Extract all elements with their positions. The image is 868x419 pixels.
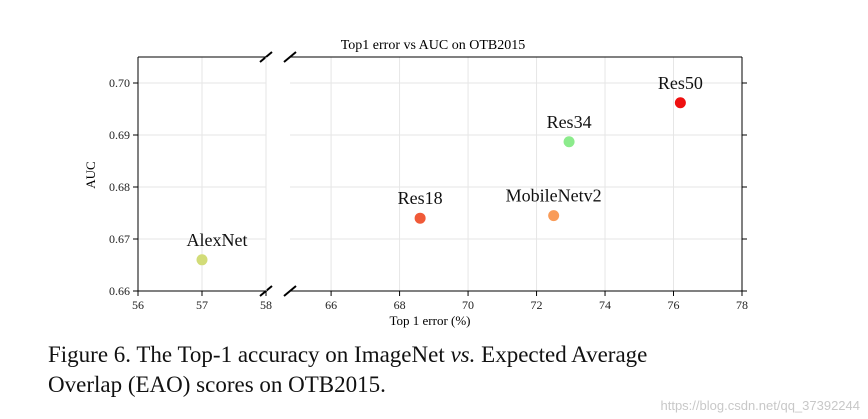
caption-text: Expected Average bbox=[481, 342, 647, 367]
x-tick-label: 76 bbox=[668, 298, 680, 312]
watermark: https://blog.csdn.net/qq_37392244 bbox=[661, 398, 861, 413]
y-tick-label: 0.69 bbox=[109, 128, 130, 142]
point-label: Res50 bbox=[658, 73, 703, 93]
point-label: MobileNetv2 bbox=[506, 186, 602, 206]
point bbox=[196, 254, 208, 266]
axis-break bbox=[259, 51, 297, 297]
point bbox=[674, 97, 686, 109]
x-tick-label: 68 bbox=[394, 298, 406, 312]
point-label: Res18 bbox=[398, 188, 443, 208]
caption-text: Figure 6. The Top-1 accuracy on ImageNet bbox=[48, 342, 445, 367]
point-label: AlexNet bbox=[187, 230, 248, 250]
y-tick-label: 0.67 bbox=[109, 232, 130, 246]
point-label: Res34 bbox=[547, 112, 592, 132]
x-tick-label: 72 bbox=[531, 298, 543, 312]
point bbox=[414, 212, 426, 224]
x-tick-label: 66 bbox=[325, 298, 337, 312]
y-axis-label: AUC bbox=[83, 161, 98, 188]
x-axis-label: Top 1 error (%) bbox=[389, 313, 470, 328]
caption: Figure 6. The Top-1 accuracy on ImageNet… bbox=[48, 342, 647, 367]
x-tick-label: 58 bbox=[260, 298, 272, 312]
point bbox=[563, 136, 575, 148]
point bbox=[548, 210, 560, 222]
caption: Overlap (EAO) scores on OTB2015. bbox=[48, 372, 386, 397]
x-tick-label: 70 bbox=[462, 298, 474, 312]
y-tick-label: 0.70 bbox=[109, 76, 130, 90]
x-tick-label: 78 bbox=[736, 298, 748, 312]
x-tick-label: 74 bbox=[599, 298, 611, 312]
x-tick-label: 57 bbox=[196, 298, 208, 312]
caption-text: vs. bbox=[450, 342, 475, 367]
x-tick-label: 56 bbox=[132, 298, 144, 312]
y-tick-label: 0.66 bbox=[109, 284, 130, 298]
chart-title: Top1 error vs AUC on OTB2015 bbox=[341, 38, 526, 53]
y-tick-label: 0.68 bbox=[109, 180, 130, 194]
